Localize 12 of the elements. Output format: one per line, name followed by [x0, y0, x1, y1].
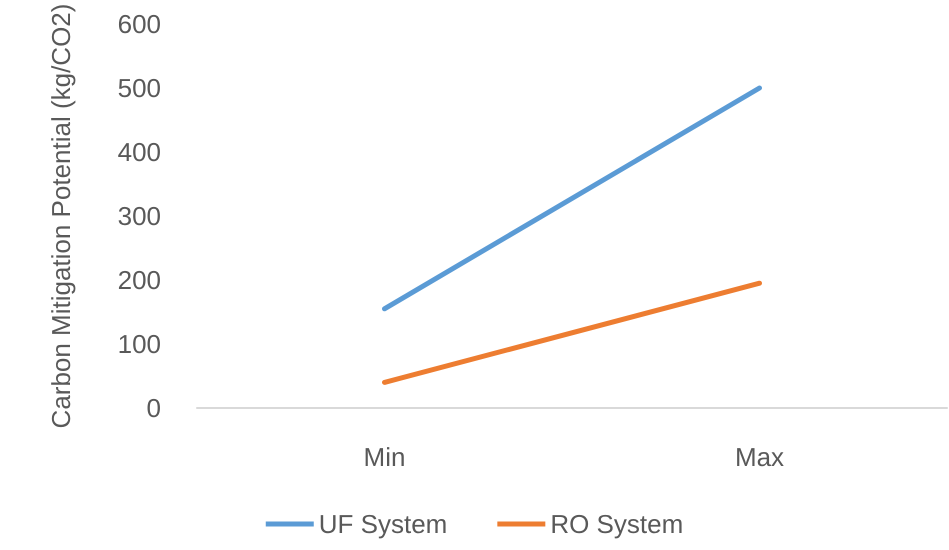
y-tick-label: 500 [118, 73, 161, 103]
y-tick-label: 300 [118, 201, 161, 231]
y-tick-label: 600 [118, 9, 161, 39]
legend-label: UF System [318, 509, 448, 539]
y-tick-label: 0 [146, 393, 161, 423]
x-tick-label: Max [734, 442, 784, 472]
legend-label: RO System [550, 509, 684, 539]
y-tick-label: 200 [118, 265, 161, 295]
y-tick-label: 400 [118, 137, 161, 167]
y-axis-title: Carbon Mitigation Potential (kg/CO2) [46, 4, 76, 428]
y-tick-label: 100 [118, 329, 161, 359]
x-tick-label: Min [364, 442, 406, 472]
